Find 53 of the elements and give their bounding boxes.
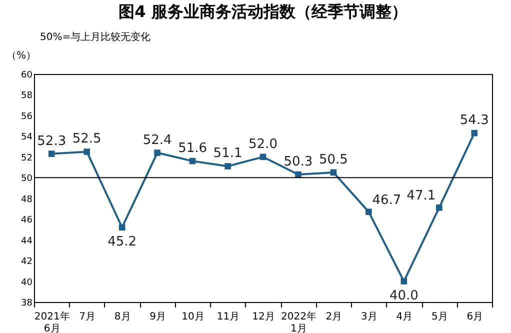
point [436, 204, 442, 211]
point [118, 224, 126, 231]
text: 50%=与上月比较无变化 [40, 30, 151, 44]
point [48, 150, 55, 157]
x-tick-label: 2021年 6月 [34, 310, 70, 333]
point [330, 169, 337, 176]
point [154, 150, 160, 156]
x-tick-label: 2月 [326, 312, 342, 322]
y-axis-title: （%） [6, 50, 36, 62]
point [84, 148, 90, 155]
point [260, 154, 266, 160]
x-tick-label: 3月 [361, 312, 378, 322]
x-tick-label: 11月 [216, 312, 240, 322]
point [471, 130, 478, 136]
text: 40.0 [389, 288, 418, 304]
text: 52.3 [37, 134, 66, 149]
text: 47.1 [406, 188, 436, 204]
x-tick-label: 2022年 1月 [281, 310, 316, 333]
y-tick-label: 38 [21, 298, 33, 308]
text: 50.3 [284, 154, 313, 170]
y-tick-label: 54 [21, 132, 33, 143]
text: 45.2 [108, 234, 137, 250]
y-tick-label: 42 [21, 257, 32, 268]
y-tick-label: 56 [21, 112, 33, 122]
x-tick-label: 4月 [396, 312, 413, 322]
chart-title: 图4 服务业商务活动指数（经季节调整） [118, 2, 408, 21]
text: 51.6 [178, 141, 208, 156]
text: 46.7 [372, 192, 402, 208]
y-tick-label: 40 [21, 278, 33, 288]
point [366, 208, 372, 215]
y-tick-label: 60 [21, 70, 33, 80]
x-tick-label: 12月 [252, 312, 275, 322]
x-tick-label: 8月 [114, 312, 131, 322]
text: 51.1 [213, 146, 242, 162]
text: 54.3 [460, 113, 489, 128]
x-tick-label: 9月 [150, 312, 166, 322]
y-tick-label: 52 [21, 153, 32, 164]
point [400, 278, 408, 284]
y-tick-label: 58 [21, 91, 33, 102]
x-tick-label: 5月 [431, 312, 448, 322]
y-tick-label: 44 [21, 236, 33, 246]
text: 52.0 [248, 136, 278, 152]
x-tick-label: 7月 [79, 312, 96, 322]
y-tick-label: 46 [21, 216, 33, 226]
x-tick-label: 6月 [466, 312, 484, 322]
point [189, 158, 196, 164]
y-tick-label: 50 [21, 174, 33, 184]
x-tick-label: 10月 [182, 312, 204, 322]
text: 52.4 [142, 132, 172, 148]
point [224, 163, 231, 170]
text: 50.5 [318, 152, 348, 168]
y-tick-label: 48 [21, 194, 33, 205]
text: 52.5 [72, 132, 102, 147]
